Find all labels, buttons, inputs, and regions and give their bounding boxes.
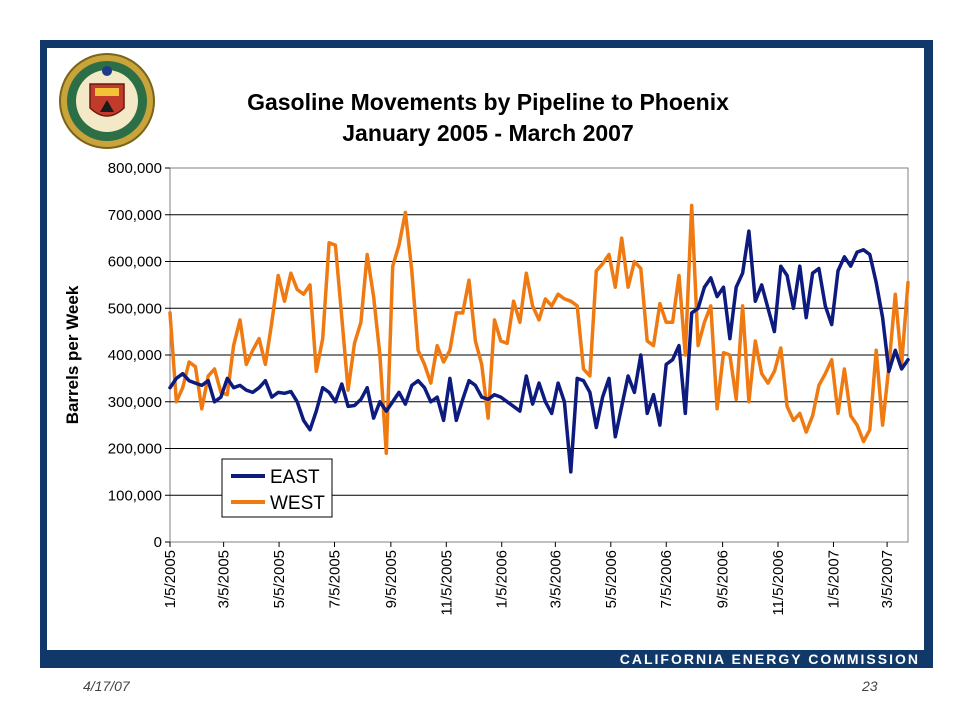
legend: EAST WEST: [221, 458, 333, 518]
series-west-line: [168, 203, 910, 455]
organization-name: CALIFORNIA ENERGY COMMISSION: [619, 651, 920, 667]
y-tick-label: 300,000: [108, 394, 162, 411]
y-tick-label: 0: [154, 534, 162, 551]
x-tick-label: 7/5/2005: [327, 550, 344, 608]
x-tick-label: 3/5/2006: [547, 550, 564, 608]
series-lines: [168, 203, 910, 474]
y-tick-label: 200,000: [108, 441, 162, 458]
legend-west-label: WEST: [270, 493, 325, 514]
seal-logo-icon: [59, 53, 155, 149]
x-tick-label: 11/5/2005: [438, 550, 455, 616]
y-tick-label: 100,000: [108, 487, 162, 504]
slide-date: 4/17/07: [83, 678, 130, 694]
y-axis-label: Barrels per Week: [63, 285, 82, 424]
x-tick-label: 3/5/2007: [879, 550, 896, 608]
y-tick-label: 800,000: [108, 160, 162, 177]
y-tick-label: 600,000: [108, 254, 162, 271]
x-tick-label: 9/5/2006: [715, 550, 732, 608]
x-tick-label: 1/5/2005: [162, 550, 179, 608]
legend-east-label: EAST: [270, 467, 320, 488]
x-tick-label: 7/5/2006: [658, 550, 675, 608]
x-tick-label: 3/5/2005: [216, 550, 233, 608]
y-axis: 0 100,000 200,000 300,000 400,000 500,000 600,…: [108, 160, 170, 551]
x-axis: 1/5/2005 3/5/2005 5/5/2005 7/5/2005 9/5/2005…: [162, 542, 896, 616]
x-tick-label: 5/5/2006: [603, 550, 620, 608]
chart-subtitle: January 2005 - March 2007: [342, 120, 634, 146]
series-east-line: [168, 229, 910, 474]
x-tick-label: 1/5/2006: [494, 550, 511, 608]
x-tick-label: 5/5/2005: [271, 550, 288, 608]
x-tick-label: 1/5/2007: [825, 550, 842, 608]
chart-title: Gasoline Movements by Pipeline to Phoeni…: [247, 89, 729, 115]
y-tick-label: 500,000: [108, 300, 162, 317]
page-number: 23: [862, 678, 878, 694]
x-tick-label: 11/5/2006: [770, 550, 787, 616]
x-tick-label: 9/5/2005: [383, 550, 400, 608]
y-tick-label: 400,000: [108, 347, 162, 364]
y-tick-label: 700,000: [108, 207, 162, 224]
